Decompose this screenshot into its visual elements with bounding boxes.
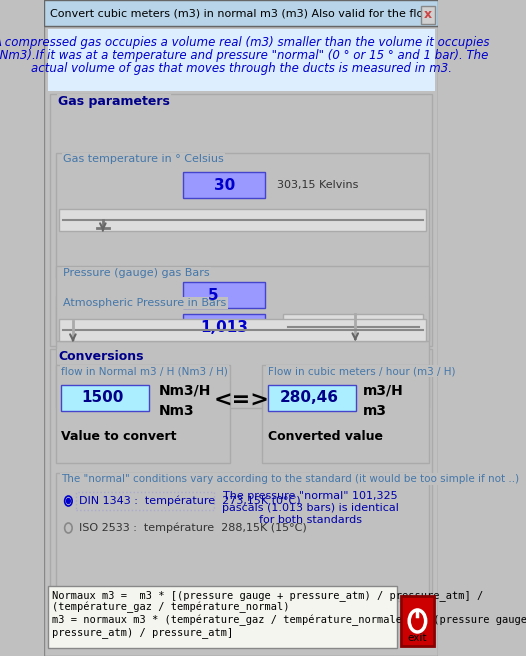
Text: 1500: 1500 xyxy=(82,390,124,405)
Bar xyxy=(48,586,397,648)
Text: Nm3/H: Nm3/H xyxy=(158,384,210,398)
Bar xyxy=(421,6,434,24)
Bar xyxy=(183,282,266,308)
Text: m3: m3 xyxy=(363,404,387,418)
Text: Converted value: Converted value xyxy=(268,430,382,443)
Text: <=>: <=> xyxy=(214,391,269,411)
Text: A compressed gas occupies a volume real (m3) smaller than the volume it occupies: A compressed gas occupies a volume real … xyxy=(0,36,490,49)
Bar xyxy=(56,153,429,278)
Text: (température_gaz / température_normal): (température_gaz / température_normal) xyxy=(52,602,289,613)
Bar xyxy=(59,319,427,341)
Text: 1,013: 1,013 xyxy=(200,319,248,335)
Bar xyxy=(183,314,266,340)
Text: pressure_atm) / pressure_atm]: pressure_atm) / pressure_atm] xyxy=(52,627,233,638)
Text: 30: 30 xyxy=(214,178,235,192)
Bar xyxy=(401,596,434,646)
Bar xyxy=(56,365,230,463)
Bar xyxy=(268,385,356,411)
Text: Atmospheric Pressure in Bars: Atmospheric Pressure in Bars xyxy=(63,298,226,308)
Text: Convert cubic meters (m3) in normal m3 (m3) Also valid for the flow!: Convert cubic meters (m3) in normal m3 (… xyxy=(50,8,437,18)
Text: flow in Normal m3 / H (Nm3 / H): flow in Normal m3 / H (Nm3 / H) xyxy=(61,366,228,376)
Text: Pressure (gauge) gas Bars: Pressure (gauge) gas Bars xyxy=(63,268,210,278)
Bar xyxy=(56,473,429,598)
Text: Gas parameters: Gas parameters xyxy=(58,95,170,108)
Bar xyxy=(76,492,215,510)
Text: m3 = normaux m3 * (température_gaz / température_normale) / [(pressure gauge +: m3 = normaux m3 * (température_gaz / tem… xyxy=(52,615,526,626)
Bar xyxy=(183,172,266,198)
Bar xyxy=(61,385,149,411)
Text: Conversions: Conversions xyxy=(58,350,144,363)
Text: DIN 1343 :  température  273,15K (0°C): DIN 1343 : température 273,15K (0°C) xyxy=(79,496,300,506)
Text: (Nm3).If it was at a temperature and pressure "normal" (0 ° or 15 ° and 1 bar). : (Nm3).If it was at a temperature and pre… xyxy=(0,49,488,62)
Bar xyxy=(48,29,434,91)
Bar xyxy=(56,266,429,341)
Text: 303,15 Kelvins: 303,15 Kelvins xyxy=(277,180,358,190)
Text: Gas temperature in ° Celsius: Gas temperature in ° Celsius xyxy=(63,154,224,164)
Text: 280,46: 280,46 xyxy=(280,390,339,405)
Text: 5: 5 xyxy=(208,287,218,302)
Text: Normaux m3 =  m3 * [(pressure gauge + pressure_atm) / pressure_atm] /: Normaux m3 = m3 * [(pressure gauge + pre… xyxy=(52,590,483,601)
Text: The pressure "normal" 101,325
pascals (1.013 bars) is identical
for both standar: The pressure "normal" 101,325 pascals (1… xyxy=(222,491,399,525)
Text: The "normal" conditions vary according to the standard (it would be too simple i: The "normal" conditions vary according t… xyxy=(61,474,519,484)
Text: Flow in cubic meters / hour (m3 / H): Flow in cubic meters / hour (m3 / H) xyxy=(268,366,455,376)
Bar xyxy=(50,94,432,346)
Text: Nm3: Nm3 xyxy=(158,404,194,418)
Bar xyxy=(50,349,432,601)
Text: Value to convert: Value to convert xyxy=(61,430,176,443)
Bar xyxy=(282,314,423,340)
Text: ISO 2533 :  température  288,15K (15°C): ISO 2533 : température 288,15K (15°C) xyxy=(79,523,307,533)
Bar xyxy=(44,0,438,26)
Text: actual volume of gas that moves through the ducts is measured in m3.: actual volume of gas that moves through … xyxy=(31,62,452,75)
Bar xyxy=(261,365,429,463)
Text: m3/H: m3/H xyxy=(363,384,403,398)
Text: x: x xyxy=(424,9,432,22)
Bar xyxy=(59,209,427,231)
Circle shape xyxy=(66,499,70,504)
Text: exit: exit xyxy=(408,633,427,643)
Bar xyxy=(56,296,429,408)
